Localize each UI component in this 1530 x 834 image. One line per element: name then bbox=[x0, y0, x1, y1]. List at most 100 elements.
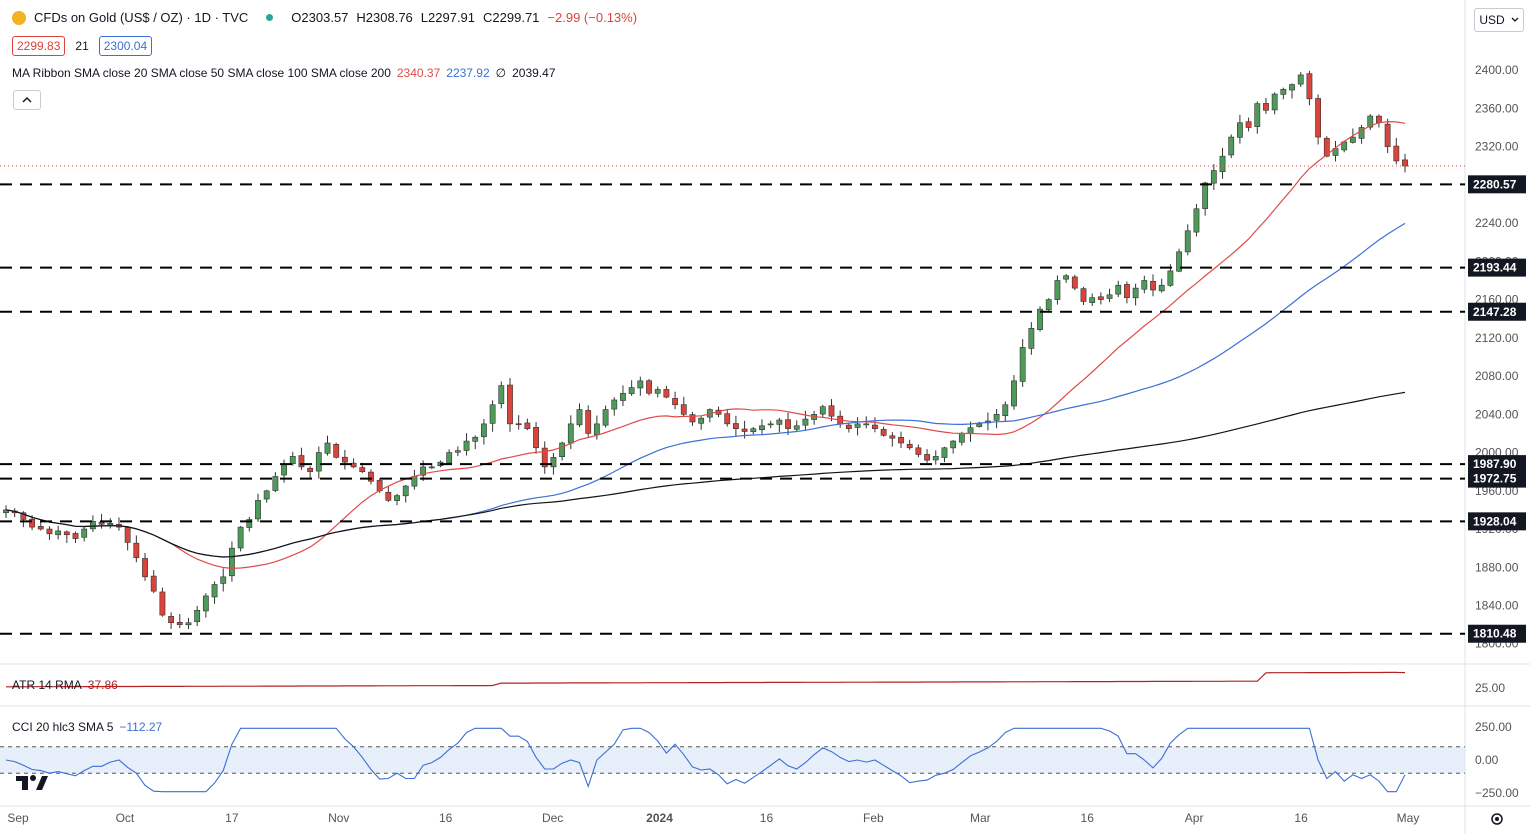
candle-body bbox=[654, 389, 661, 394]
candle-body bbox=[1089, 297, 1096, 303]
candle-body bbox=[1297, 74, 1304, 85]
candle-body bbox=[368, 471, 374, 482]
candle-body bbox=[1176, 251, 1182, 272]
candle-body bbox=[1124, 284, 1130, 298]
candle-body bbox=[133, 542, 140, 559]
candle-body bbox=[385, 491, 392, 501]
candle-body bbox=[819, 406, 826, 415]
candle-body bbox=[663, 389, 670, 398]
candle-body bbox=[1280, 88, 1287, 95]
candle-body bbox=[533, 426, 539, 449]
candle-body bbox=[194, 609, 201, 623]
candle-body bbox=[98, 522, 105, 525]
candle-body bbox=[698, 417, 705, 424]
candle-body bbox=[1263, 103, 1269, 111]
cci-tick-label: −250.00 bbox=[1475, 786, 1519, 800]
candle-body bbox=[420, 466, 426, 476]
collapse-legend-button[interactable] bbox=[13, 90, 41, 110]
candle-body bbox=[498, 385, 505, 404]
candle-body bbox=[307, 467, 314, 472]
candle-body bbox=[428, 466, 435, 469]
market-open-icon bbox=[266, 14, 274, 21]
candle-body bbox=[854, 423, 861, 428]
candle-body bbox=[289, 456, 296, 465]
candle-body bbox=[1376, 115, 1382, 124]
candle-body bbox=[341, 456, 348, 463]
candle-body bbox=[611, 399, 618, 410]
candle-body bbox=[272, 476, 279, 491]
candle-body bbox=[828, 405, 835, 417]
candle-body bbox=[924, 454, 930, 461]
candle-body bbox=[220, 576, 227, 584]
candle-body bbox=[202, 595, 209, 612]
candle-body bbox=[750, 428, 757, 433]
candle-body bbox=[1349, 136, 1356, 143]
candle-body bbox=[1045, 299, 1052, 310]
candle-body bbox=[298, 455, 305, 468]
candle-body bbox=[46, 528, 53, 535]
candle-body bbox=[176, 621, 183, 625]
currency-selector[interactable]: USD bbox=[1474, 8, 1524, 32]
candle-body bbox=[932, 456, 939, 461]
candle-body bbox=[524, 422, 531, 429]
cci-tick-label: 0.00 bbox=[1475, 753, 1499, 767]
level-label: 1972.75 bbox=[1473, 472, 1517, 486]
candle-body bbox=[672, 398, 678, 406]
candle-body bbox=[55, 530, 62, 536]
currency-label: USD bbox=[1479, 13, 1505, 27]
x-tick-label: Dec bbox=[542, 811, 563, 825]
candle-body bbox=[1315, 98, 1322, 138]
y-tick-label: 1880.00 bbox=[1475, 560, 1519, 574]
ask-price[interactable]: 2300.04 bbox=[98, 36, 153, 56]
candle-body bbox=[689, 414, 696, 423]
candle-body bbox=[1028, 327, 1035, 349]
candle-body bbox=[576, 409, 583, 426]
level-label-box bbox=[1468, 512, 1526, 531]
y-tick-label: 2040.00 bbox=[1475, 407, 1519, 421]
candle-body bbox=[1210, 170, 1217, 184]
candle-body bbox=[1254, 103, 1261, 127]
candle-body bbox=[802, 418, 809, 426]
level-label: 1987.90 bbox=[1473, 457, 1517, 471]
candle-body bbox=[1236, 122, 1243, 138]
settings-button[interactable] bbox=[1488, 810, 1506, 828]
candle-body bbox=[263, 490, 270, 500]
x-tick-label: 16 bbox=[1294, 811, 1308, 825]
ma-ribbon-legend[interactable]: MA Ribbon SMA close 20 SMA close 50 SMA … bbox=[12, 66, 556, 80]
candle-body bbox=[1106, 294, 1113, 299]
candle-body bbox=[767, 423, 774, 426]
level-label: 2280.57 bbox=[1473, 177, 1517, 191]
candle-body bbox=[489, 404, 496, 424]
tradingview-logo-icon[interactable] bbox=[14, 772, 50, 792]
candle-body bbox=[124, 527, 131, 543]
candle-body bbox=[1367, 115, 1374, 128]
candle-body bbox=[29, 518, 35, 528]
candle-body bbox=[593, 423, 600, 436]
candle-body bbox=[63, 531, 70, 536]
sma20-line bbox=[5, 120, 1406, 570]
candle-body bbox=[159, 591, 166, 616]
sma200-line bbox=[5, 391, 1406, 558]
candle-body bbox=[1193, 208, 1200, 233]
symbol-title[interactable]: CFDs on Gold (US$ / OZ) · 1D · TVC bbox=[34, 10, 249, 25]
candle-body bbox=[889, 435, 896, 439]
level-label-box bbox=[1468, 175, 1526, 194]
candle-body bbox=[1184, 230, 1191, 253]
x-tick-label: Apr bbox=[1185, 811, 1204, 825]
y-tick-label: 1840.00 bbox=[1475, 599, 1519, 613]
candle-body bbox=[1306, 73, 1313, 100]
y-tick-label: 2320.00 bbox=[1475, 140, 1519, 154]
candle-body bbox=[950, 440, 957, 449]
bid-price[interactable]: 2299.83 bbox=[12, 36, 66, 56]
cci-legend[interactable]: CCI 20 hlc3 SMA 5 −112.27 bbox=[12, 720, 162, 734]
atr-legend[interactable]: ATR 14 RMA 37.86 bbox=[12, 678, 118, 692]
candle-body bbox=[1054, 280, 1061, 300]
candle-body bbox=[481, 423, 487, 438]
level-label: 2193.44 bbox=[1473, 261, 1517, 275]
candle-body bbox=[507, 384, 513, 425]
candle-body bbox=[741, 428, 748, 432]
x-tick-label: 16 bbox=[760, 811, 774, 825]
candle-body bbox=[541, 447, 548, 468]
sma50-value: 2237.92 bbox=[446, 66, 490, 80]
